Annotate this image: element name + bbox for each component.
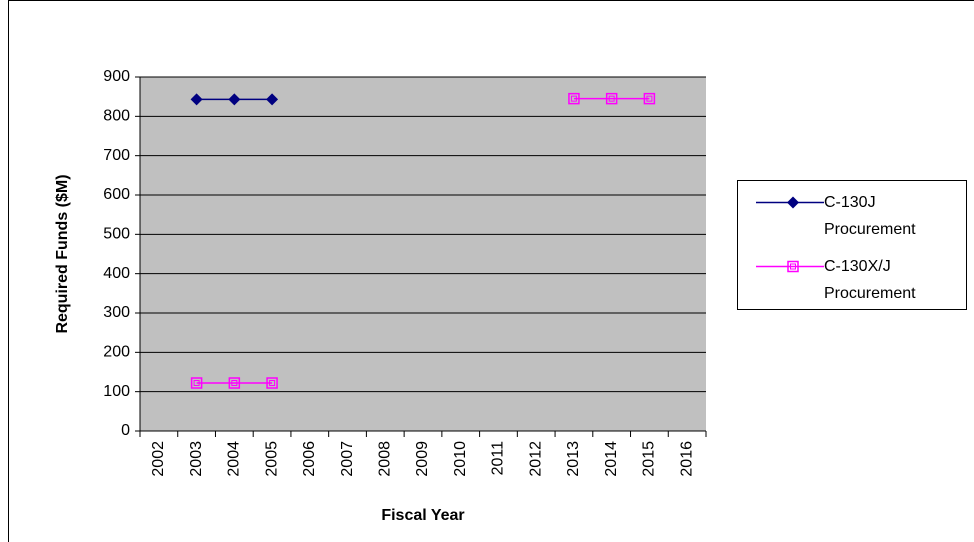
data-point bbox=[266, 93, 279, 106]
legend-label: C-130J Procurement bbox=[824, 194, 916, 238]
data-point bbox=[643, 92, 656, 105]
data-point bbox=[266, 377, 278, 389]
x-tick-label: 2010 bbox=[452, 441, 469, 477]
x-tick-label: 2003 bbox=[188, 441, 205, 477]
legend-label: C-130X/J Procurement bbox=[824, 258, 916, 302]
legend-swatch bbox=[756, 260, 824, 273]
data-point bbox=[605, 92, 618, 105]
marker-inner bbox=[790, 263, 796, 270]
y-tick-label: 0 bbox=[121, 422, 130, 439]
y-tick-label: 300 bbox=[103, 304, 130, 321]
legend-entry: C-130J Procurement bbox=[738, 189, 954, 243]
y-tick-label: 700 bbox=[103, 147, 130, 164]
y-tick-label: 800 bbox=[103, 108, 130, 125]
legend: C-130J Procurement C-130X/J Procurement bbox=[737, 180, 967, 310]
marker-inner bbox=[608, 95, 615, 102]
x-tick-label: 2006 bbox=[301, 441, 318, 477]
data-point bbox=[228, 93, 241, 106]
marker-inner bbox=[646, 95, 653, 102]
x-tick-label: 2015 bbox=[641, 441, 658, 477]
marker-outer bbox=[228, 377, 241, 389]
y-axis-title: Required Funds ($M) bbox=[54, 174, 71, 333]
plot-area bbox=[140, 77, 706, 431]
marker-outer bbox=[605, 92, 618, 105]
series-line bbox=[196, 97, 650, 384]
x-tick-label: 2013 bbox=[565, 441, 582, 477]
x-tick-label: 2016 bbox=[678, 441, 695, 477]
marker-inner bbox=[570, 95, 577, 102]
x-tick-label: 2005 bbox=[263, 441, 280, 477]
y-tick-label: 900 bbox=[103, 68, 130, 85]
marker-outer bbox=[643, 92, 656, 105]
x-tick-label: 2007 bbox=[339, 441, 356, 477]
marker-inner bbox=[269, 380, 276, 387]
x-tick-label: 2004 bbox=[226, 441, 243, 477]
x-tick-label: 2014 bbox=[603, 441, 620, 477]
data-point bbox=[190, 93, 203, 106]
marker-outer bbox=[190, 377, 203, 389]
marker-outer bbox=[266, 377, 278, 389]
x-tick-label: 2009 bbox=[414, 441, 431, 477]
legend-marker bbox=[787, 260, 799, 273]
x-tick-label: 2008 bbox=[376, 441, 393, 477]
data-point bbox=[568, 92, 580, 105]
data-point bbox=[228, 377, 241, 389]
legend-marker bbox=[787, 196, 799, 209]
x-axis-title: Fiscal Year bbox=[381, 507, 464, 524]
y-tick-label: 600 bbox=[103, 186, 130, 203]
marker-outer bbox=[568, 92, 580, 105]
x-tick-label: 2002 bbox=[150, 441, 167, 477]
legend-swatch bbox=[756, 196, 824, 209]
x-tick-label: 2011 bbox=[490, 441, 507, 476]
y-tick-label: 100 bbox=[103, 383, 130, 400]
y-tick-label: 200 bbox=[103, 344, 130, 361]
marker-inner bbox=[231, 380, 238, 387]
y-tick-label: 400 bbox=[103, 265, 130, 282]
marker-inner bbox=[193, 380, 200, 387]
legend-entry: C-130X/J Procurement bbox=[738, 253, 954, 307]
y-tick-label: 500 bbox=[103, 226, 130, 243]
marker-outer bbox=[787, 260, 799, 273]
data-point bbox=[190, 377, 203, 389]
x-tick-label: 2012 bbox=[527, 441, 544, 477]
